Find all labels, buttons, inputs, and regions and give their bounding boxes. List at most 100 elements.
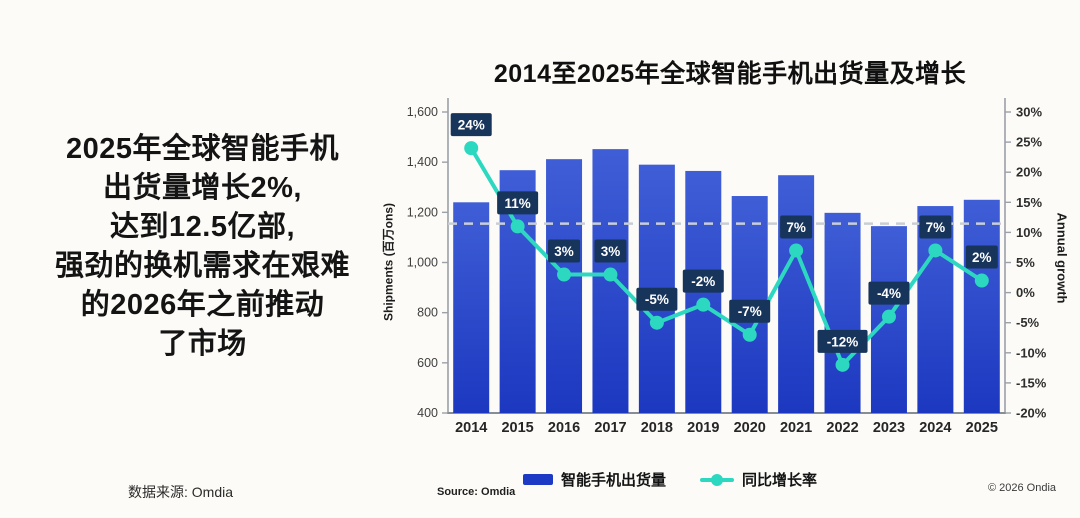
headline-line: 2025年全球智能手机 [65, 133, 339, 165]
bar-2025 [963, 199, 1000, 413]
headline-line: 了市场 [158, 328, 247, 360]
left-axis-tick-label: 1,400 [407, 155, 438, 169]
bar-2020 [731, 196, 768, 413]
legend-bar-label: 智能手机出货量 [560, 472, 666, 489]
growth-label: -12% [827, 334, 859, 349]
right-axis-tick-label: 10% [1016, 225, 1042, 240]
growth-label-box [817, 329, 868, 353]
x-axis-year-label: 2023 [873, 420, 905, 436]
chart-source-note: Source: Omdia [437, 486, 516, 498]
chart-title: 2014至2025年全球智能手机出货量及增长 [493, 60, 967, 88]
headline-block: 2025年全球智能手机 出货量增长2%, 达到12.5亿部, 强劲的换机需求在艰… [30, 130, 375, 364]
bar-2022 [824, 212, 861, 413]
bar-2021 [778, 175, 815, 413]
left-axis-tick-label: 800 [417, 306, 438, 320]
bar-2017 [592, 149, 629, 413]
right-axis-title: Annual growth [1054, 212, 1070, 304]
growth-label-box [729, 299, 771, 323]
growth-label-box [919, 215, 952, 239]
growth-label-box [450, 113, 492, 137]
x-axis-year-label: 2019 [687, 420, 719, 436]
legend-item-shipments: 智能手机出货量 [522, 469, 666, 490]
x-axis-year-label: 2016 [548, 420, 580, 436]
growth-label: -5% [645, 292, 669, 307]
chart-legend: 智能手机出货量 同比增长率 [450, 469, 890, 490]
x-axis-year-label: 2014 [455, 420, 487, 436]
growth-label: 7% [786, 220, 806, 235]
x-axis-year-label: 2020 [734, 420, 766, 436]
growth-marker-2024 [928, 243, 943, 258]
right-axis-tick-label: 20% [1016, 165, 1042, 180]
right-axis-tick-label: -15% [1016, 375, 1047, 390]
bar-2015 [499, 170, 536, 413]
right-axis-tick-label: -5% [1016, 315, 1040, 330]
bar-2023 [870, 226, 907, 413]
growth-label-box [497, 191, 539, 215]
growth-label: 3% [554, 244, 574, 259]
growth-marker-2016 [557, 267, 572, 282]
growth-label: 11% [504, 196, 530, 211]
growth-label-box [636, 287, 678, 311]
growth-label: 7% [926, 220, 946, 235]
growth-label-box [965, 245, 998, 269]
x-axis-year-label: 2024 [919, 420, 951, 436]
left-axis-tick-label: 600 [417, 356, 438, 370]
growth-label: 24% [458, 118, 485, 133]
left-axis-tick-label: 1,600 [407, 105, 438, 119]
growth-label-box [780, 215, 813, 239]
headline-line: 强劲的换机需求在艰难 [54, 250, 350, 282]
legend-item-growth: 同比增长率 [700, 469, 817, 490]
bar-2018 [638, 164, 675, 413]
data-source-note: 数据来源: Omdia [128, 484, 234, 500]
left-axis-tick-label: 1,200 [407, 205, 438, 219]
bar-2019 [685, 170, 722, 413]
growth-label-box [548, 239, 581, 263]
growth-marker-2017 [603, 267, 618, 282]
x-axis-year-label: 2021 [780, 420, 812, 436]
growth-marker-2025 [974, 273, 989, 288]
left-axis-tick-label: 400 [417, 406, 438, 420]
left-axis-title: Shipments (百万ons) [381, 202, 396, 322]
growth-label-box [682, 269, 724, 293]
legend-line-label: 同比增长率 [742, 472, 818, 489]
bar-2016 [546, 159, 583, 413]
growth-marker-2018 [649, 315, 664, 330]
right-axis-tick-label: 5% [1016, 255, 1035, 270]
growth-marker-2019 [696, 297, 711, 312]
x-axis-year-label: 2015 [501, 420, 533, 436]
x-axis-year-label: 2025 [966, 420, 998, 436]
growth-line [469, 146, 984, 367]
copyright-note: © 2026 Ondia [987, 482, 1057, 494]
headline-line: 出货量增长2%, [103, 172, 302, 204]
right-axis-tick-label: -10% [1016, 345, 1047, 360]
line-swatch-icon [700, 473, 734, 487]
growth-label: 3% [601, 244, 621, 259]
right-axis-tick-label: 0% [1016, 285, 1035, 300]
growth-label: -2% [691, 274, 715, 289]
headline-line: 的2026年之前推动 [80, 289, 325, 321]
growth-label-box [594, 239, 627, 263]
x-axis-year-label: 2018 [641, 420, 673, 436]
bar-2014 [453, 202, 490, 413]
left-axis-tick-label: 1,000 [407, 256, 438, 270]
x-axis-year-label: 2022 [826, 420, 858, 436]
growth-label: -7% [738, 304, 762, 319]
bar-2024 [917, 206, 954, 413]
bar-swatch-icon [522, 474, 553, 485]
growth-label: -4% [877, 286, 901, 301]
right-axis-tick-label: 25% [1016, 135, 1042, 150]
growth-label-box [868, 281, 910, 305]
growth-label: 2% [972, 250, 992, 265]
headline-line: 达到12.5亿部, [110, 211, 295, 243]
x-axis-year-label: 2017 [594, 420, 626, 436]
growth-marker-2022 [835, 357, 850, 372]
growth-marker-2014 [464, 141, 479, 156]
right-axis-tick-label: -20% [1016, 406, 1047, 421]
right-axis-tick-label: 15% [1016, 195, 1042, 210]
growth-marker-2021 [789, 243, 804, 258]
growth-marker-2015 [510, 219, 525, 234]
growth-marker-2020 [742, 327, 757, 342]
right-axis-tick-label: 30% [1016, 105, 1042, 120]
growth-marker-2023 [881, 309, 896, 324]
